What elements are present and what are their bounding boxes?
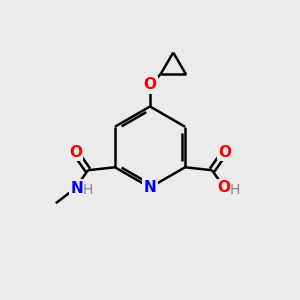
Text: O: O [69,145,82,160]
Text: N: N [70,181,83,196]
Text: O: O [218,145,231,160]
Text: H: H [230,183,240,197]
Text: O: O [218,180,231,195]
Text: O: O [143,77,157,92]
Text: H: H [82,183,92,197]
Text: N: N [144,180,156,195]
